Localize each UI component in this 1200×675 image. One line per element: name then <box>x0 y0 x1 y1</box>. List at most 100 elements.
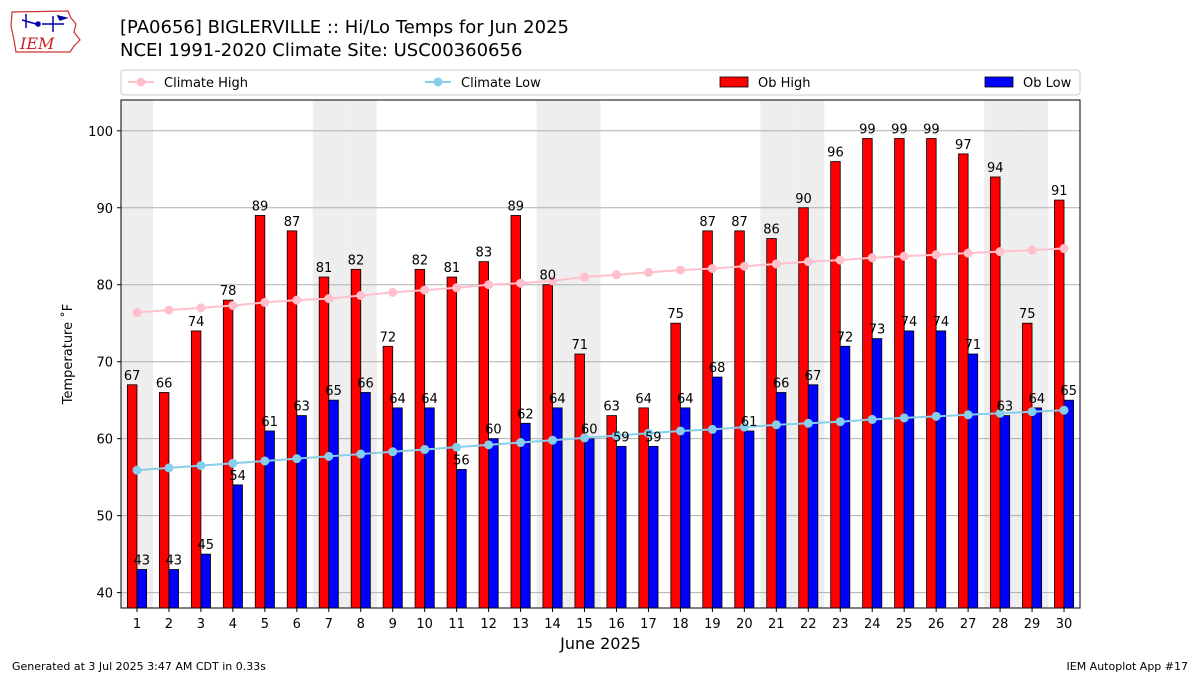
climate-low-point <box>899 413 909 423</box>
data-label-high: 80 <box>539 269 556 284</box>
plot-frame <box>120 99 1081 609</box>
x-tick-label: 3 <box>197 617 205 632</box>
legend-climate-high-marker <box>136 77 146 87</box>
x-tick-label: 26 <box>928 617 945 632</box>
y-tick-label: 60 <box>96 433 113 448</box>
bar-ob-low <box>903 330 915 609</box>
iem-logo: IEM <box>10 10 81 53</box>
climate-low-point <box>771 420 781 430</box>
legend-ob-low-swatch <box>984 76 1014 88</box>
bar-ob-low <box>871 338 883 609</box>
data-label-low: 66 <box>357 376 374 391</box>
climate-low-point <box>739 422 749 432</box>
climate-high-point <box>228 301 238 311</box>
climate-low-point <box>164 463 174 473</box>
y-tick-label: 50 <box>96 510 113 525</box>
data-label-high: 74 <box>188 315 205 330</box>
bar-ob-high <box>1022 322 1033 609</box>
climate-low-point <box>292 454 302 464</box>
x-tick-label: 17 <box>640 617 657 632</box>
x-tick-label: 4 <box>229 617 237 632</box>
data-label-low: 67 <box>805 369 822 384</box>
bar-ob-high <box>990 176 1001 609</box>
data-label-high: 87 <box>699 215 716 230</box>
climate-high-point <box>899 251 909 261</box>
x-tick-label: 28 <box>992 617 1009 632</box>
climate-high-point <box>835 255 845 265</box>
bar-ob-high <box>862 138 873 609</box>
bar-ob-low <box>296 415 307 609</box>
data-label-high: 75 <box>667 307 684 322</box>
bar-ob-low <box>456 469 467 609</box>
climate-low-point <box>420 444 430 454</box>
data-label-high: 87 <box>284 215 301 230</box>
data-label-low: 61 <box>261 415 278 430</box>
bar-ob-high <box>350 268 362 609</box>
x-tick-label: 20 <box>736 617 753 632</box>
climate-low-point <box>324 451 334 461</box>
climate-low-point <box>452 442 462 452</box>
climate-high-point <box>643 267 653 277</box>
app-label: IEM Autoplot App #17 <box>1066 660 1189 673</box>
legend-box <box>120 69 1081 96</box>
climate-low-point <box>611 431 621 441</box>
climate-low-point <box>388 447 398 457</box>
bar-ob-low <box>328 399 339 609</box>
x-tick-label: 10 <box>416 617 433 632</box>
climate-high-point <box>803 257 813 267</box>
chart-subtitle: NCEI 1991-2020 Climate Site: USC00360656 <box>120 40 523 61</box>
x-tick-label: 21 <box>768 617 785 632</box>
y-tick-label: 80 <box>96 279 113 294</box>
climate-low-point <box>196 461 206 471</box>
bar-ob-low <box>200 553 211 609</box>
x-tick-label: 8 <box>357 617 365 632</box>
climate-high-point <box>516 278 526 288</box>
data-label-low: 59 <box>613 430 630 445</box>
x-axis-label: June 2025 <box>559 634 641 653</box>
data-label-low: 64 <box>389 392 406 407</box>
data-label-low: 56 <box>453 453 470 468</box>
data-label-low: 72 <box>837 330 854 345</box>
data-label-high: 66 <box>156 376 173 391</box>
bar-ob-high <box>830 161 841 609</box>
data-label-high: 99 <box>891 122 908 137</box>
bar-ob-high <box>446 276 458 609</box>
data-label-low: 66 <box>773 376 790 391</box>
climate-high-point <box>388 287 398 297</box>
climate-high-point <box>707 264 717 274</box>
bar-ob-high <box>702 230 713 609</box>
data-label-low: 64 <box>1029 392 1046 407</box>
climate-high-point <box>164 305 174 315</box>
climate-high-point <box>771 259 781 269</box>
bar-ob-high <box>222 299 234 609</box>
data-label-high: 82 <box>412 253 429 268</box>
bar-ob-low <box>520 422 531 609</box>
x-tick-label: 25 <box>896 617 913 632</box>
data-label-high: 67 <box>124 369 141 384</box>
generated-timestamp: Generated at 3 Jul 2025 3:47 AM CDT in 0… <box>12 660 266 673</box>
bar-ob-high <box>894 138 905 609</box>
x-tick-label: 24 <box>864 617 881 632</box>
x-tick-label: 1 <box>133 617 141 632</box>
climate-high-point <box>292 295 302 305</box>
climate-high-point <box>452 283 462 293</box>
data-label-high: 78 <box>220 284 237 299</box>
data-label-high: 71 <box>571 338 588 353</box>
climate-high-point <box>995 247 1005 257</box>
data-label-low: 64 <box>549 392 566 407</box>
data-label-high: 96 <box>827 146 844 161</box>
data-label-low: 43 <box>165 554 182 569</box>
y-tick-label: 70 <box>96 356 113 371</box>
climate-low-point <box>867 414 877 424</box>
data-label-low: 62 <box>517 407 534 422</box>
legend-ob-high-label: Ob High <box>758 76 811 91</box>
data-label-high: 82 <box>348 253 365 268</box>
climate-low-point <box>963 410 973 420</box>
climate-low-point <box>580 433 590 443</box>
climate-low-point <box>835 417 845 427</box>
data-label-high: 89 <box>252 199 269 214</box>
bar-ob-low <box>935 330 947 609</box>
bar-ob-low <box>839 345 851 609</box>
bar-ob-low <box>967 353 979 609</box>
